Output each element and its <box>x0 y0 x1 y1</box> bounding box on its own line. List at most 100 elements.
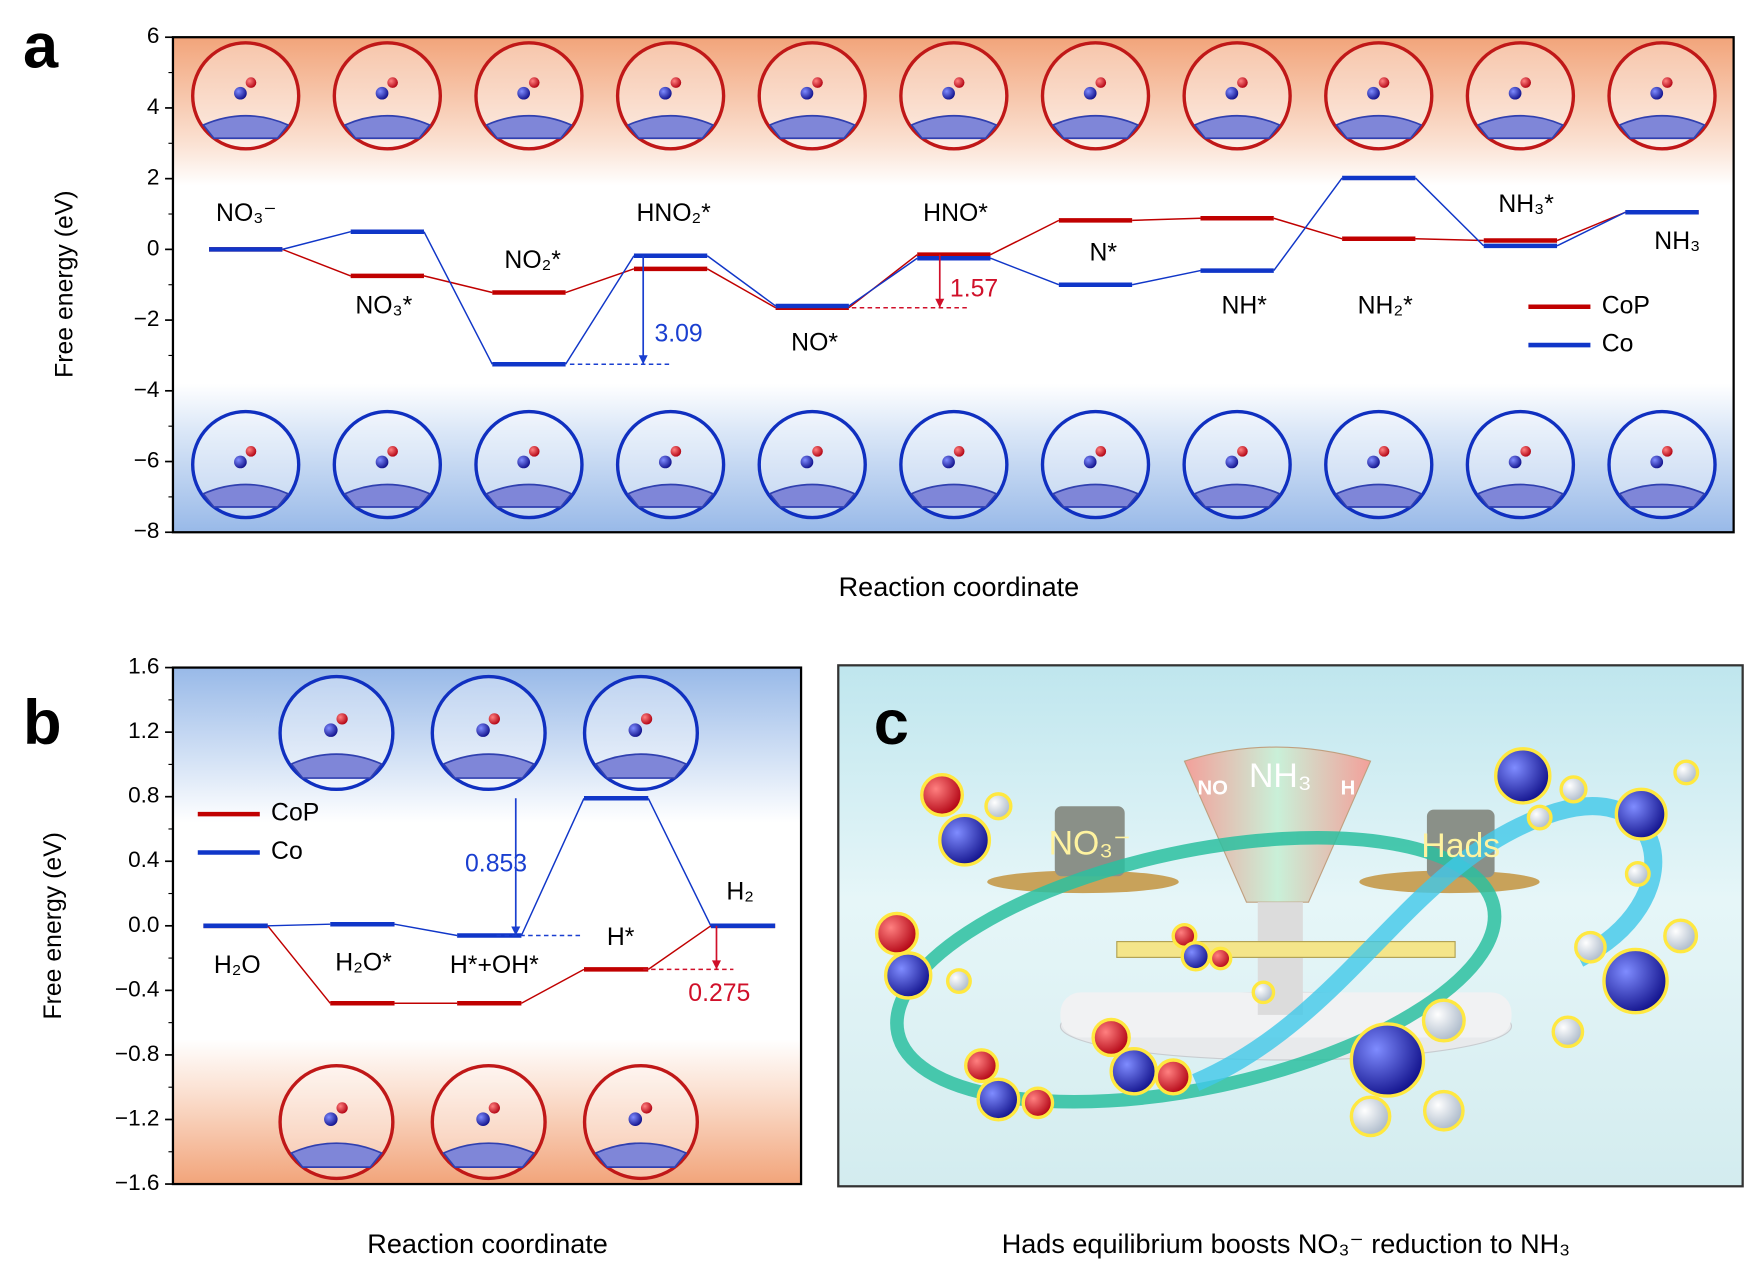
inset-atom <box>1367 455 1380 469</box>
molecule-atom <box>1109 1047 1158 1096</box>
surface <box>485 114 573 140</box>
y-axis-label: Free energy (eV) <box>51 190 78 377</box>
molecule-atom <box>1422 1089 1465 1132</box>
surface <box>626 483 715 508</box>
connector <box>706 268 776 309</box>
inset-atom <box>1508 86 1522 100</box>
connector <box>1132 217 1201 222</box>
surface <box>1618 114 1706 140</box>
surface <box>1193 114 1281 140</box>
surface <box>1193 483 1281 508</box>
inset-atom <box>628 723 643 737</box>
molecule-atom <box>984 792 1013 821</box>
annotation-label: 3.09 <box>654 320 702 347</box>
x-axis-label: Reaction coordinate <box>839 572 1080 602</box>
surface <box>485 483 573 508</box>
y-tick-label: 2 <box>147 165 160 190</box>
arrow-head <box>638 355 648 365</box>
inset-atom <box>1508 455 1522 469</box>
molecule-atom <box>1559 775 1588 804</box>
gauge-label: NH₃ <box>1249 757 1312 795</box>
loop <box>890 831 1502 1109</box>
surface <box>290 753 383 779</box>
inset-atom <box>942 86 955 100</box>
state-label: NO₃* <box>355 292 412 319</box>
connector <box>1414 177 1485 247</box>
connector <box>423 275 493 294</box>
x-axis-label: Reaction coordinate <box>367 1229 608 1259</box>
surface <box>1618 483 1706 508</box>
molecule-atom <box>1091 1017 1131 1058</box>
surface <box>1335 114 1423 140</box>
surface <box>343 483 432 508</box>
weight-label: Hads <box>1421 827 1500 865</box>
inset-atom <box>245 446 257 457</box>
inset-atom <box>528 446 540 457</box>
state-label: NH₃ <box>1654 228 1700 255</box>
inset-atom <box>336 1102 348 1114</box>
inset-atom <box>375 86 389 100</box>
inset-atom <box>628 1112 643 1126</box>
inset-atom <box>670 446 682 457</box>
weight-label: NO₃⁻ <box>1049 825 1131 863</box>
molecule-atom <box>976 1077 1021 1122</box>
y-tick-label: 0.8 <box>128 783 159 808</box>
surface <box>768 483 856 508</box>
surface <box>1051 483 1140 508</box>
surface <box>1476 114 1565 140</box>
inset-atom <box>1095 446 1107 457</box>
surface <box>768 114 856 140</box>
molecule-atom <box>1154 1058 1192 1096</box>
connector <box>1415 238 1484 242</box>
inset-atom <box>1662 446 1673 457</box>
legend-label: CoP <box>1602 292 1650 319</box>
surface <box>343 114 432 140</box>
y-tick-label: −1.6 <box>115 1170 160 1195</box>
surface <box>626 114 715 140</box>
state-label: NO₃⁻ <box>216 200 276 227</box>
state-label: H₂O* <box>335 950 392 977</box>
inset-atom <box>812 446 823 457</box>
gauge-label: NO <box>1197 778 1227 800</box>
y-tick-label: −2 <box>134 306 160 331</box>
connector <box>423 231 493 365</box>
molecule-atom <box>874 911 919 956</box>
molecule-atom <box>1602 947 1669 1015</box>
y-tick-label: 6 <box>147 23 160 48</box>
connector <box>564 255 635 365</box>
surface <box>201 114 290 140</box>
y-tick-label: 1.2 <box>128 718 159 743</box>
inset-atom <box>1225 455 1239 469</box>
connector <box>990 219 1060 256</box>
connector <box>1131 269 1201 286</box>
inset-atom <box>387 77 398 88</box>
inset-atom <box>336 713 348 725</box>
inset-atom <box>800 86 814 100</box>
inset-atom <box>1650 86 1664 100</box>
inset-atom <box>1520 77 1531 88</box>
surface <box>910 114 998 140</box>
surface <box>910 483 998 508</box>
connector <box>1273 217 1343 240</box>
arrow-head <box>935 298 945 308</box>
surface <box>594 753 688 779</box>
legend-label: Co <box>1602 331 1634 358</box>
molecule-atom <box>1021 1086 1055 1120</box>
state-label: NH₃* <box>1498 191 1554 218</box>
connector <box>521 968 585 1004</box>
connector <box>848 257 918 307</box>
y-tick-label: 4 <box>147 94 160 119</box>
inset-atom <box>528 77 540 88</box>
inset-atom <box>942 455 955 469</box>
balance-beam <box>1116 941 1456 958</box>
state-label: NH* <box>1221 292 1267 319</box>
inset-atom <box>953 446 965 457</box>
inset-atom <box>1237 77 1248 88</box>
caption: Hads equilibrium boosts NO₃⁻ reduction t… <box>1002 1229 1570 1259</box>
inset-atom <box>1378 77 1390 88</box>
inset-atom <box>658 455 672 469</box>
connector <box>1273 177 1343 272</box>
inset-atom <box>517 455 531 469</box>
state-label: HNO₂* <box>636 200 711 227</box>
